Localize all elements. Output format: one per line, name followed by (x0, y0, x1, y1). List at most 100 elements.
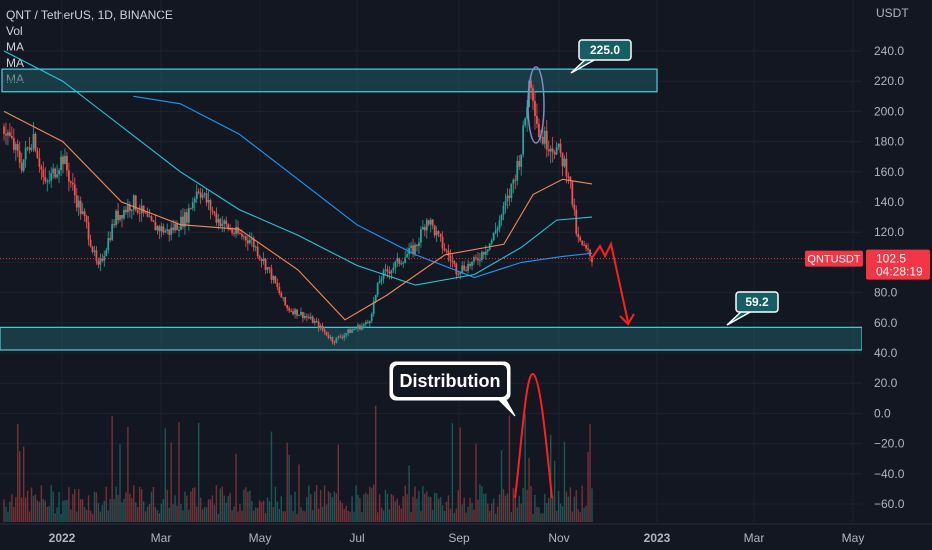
candle-body (69, 181, 72, 183)
symbol-tag (805, 250, 863, 267)
candle-body (327, 335, 330, 338)
symbol-title[interactable]: QNT / TetherUS, 1D, BINANCE (6, 8, 173, 22)
callout-label: 225.0 (590, 43, 620, 57)
candle-body (113, 224, 116, 226)
volume-bar (99, 511, 102, 522)
candle-body (128, 204, 131, 211)
volume-bar (510, 511, 513, 522)
volume-bar (258, 500, 261, 522)
volume-bar (268, 501, 271, 522)
volume-bar (528, 457, 530, 522)
candle-body (498, 220, 501, 229)
candle-body (75, 195, 78, 208)
candle-body (156, 226, 159, 231)
candle-body (144, 212, 147, 214)
volume-bar (24, 497, 27, 522)
indicator-vol[interactable]: Vol (6, 24, 23, 38)
volume-bar (540, 513, 542, 522)
callout-label: 59.2 (745, 295, 769, 309)
volume-bar (333, 491, 336, 522)
candle-body (390, 270, 393, 274)
volume-bar (445, 501, 448, 522)
volume-bar (28, 511, 31, 522)
candle-body (123, 209, 125, 219)
x-tick-label: Nov (548, 531, 569, 545)
candle-body (394, 261, 397, 268)
candle-body (553, 152, 556, 155)
volume-bar (201, 509, 204, 522)
volume-bar (146, 506, 149, 522)
candle-body (40, 166, 43, 170)
volume-bar (392, 495, 395, 522)
candle-body (508, 195, 511, 198)
candle-body (431, 219, 434, 226)
candle-body (303, 316, 306, 319)
volume-bar (168, 507, 170, 522)
candle-body (260, 258, 263, 262)
candle-body (565, 158, 568, 177)
volume-bar (282, 511, 284, 522)
volume-bar (422, 486, 424, 522)
candle-body (364, 322, 367, 325)
volume-bar (577, 509, 579, 522)
candle-body (343, 335, 346, 338)
volume-bar (172, 504, 174, 522)
volume-bar (235, 453, 237, 522)
volume-bar (197, 422, 200, 522)
volume-bar (85, 509, 88, 522)
volume-bar (182, 510, 184, 522)
volume-bar (432, 509, 434, 522)
candle-body (233, 232, 235, 234)
candle-body (386, 269, 389, 272)
volume-bar (260, 502, 263, 522)
volume-bar (296, 513, 298, 522)
candle-body (355, 328, 357, 330)
candle-body (526, 107, 529, 119)
candle-body (83, 211, 86, 217)
candle-body (516, 160, 519, 181)
volume-bar (408, 465, 410, 522)
volume-bar (188, 509, 190, 522)
volume-bar (437, 498, 440, 522)
volume-bar (382, 510, 385, 522)
candle-body (372, 301, 375, 315)
volume-bar (365, 492, 367, 522)
volume-bar (270, 431, 273, 522)
volume-bar (451, 423, 454, 522)
volume-bar (243, 489, 245, 522)
candle-body (402, 262, 405, 264)
candle-body (211, 210, 214, 212)
distribution-inner (393, 365, 507, 397)
volume-bar (481, 486, 483, 522)
price-tag (866, 249, 930, 280)
candle-body (471, 261, 473, 266)
candle-body (425, 220, 428, 231)
volume-bar (485, 493, 487, 522)
candle-body (366, 322, 369, 324)
volume-bar (565, 491, 568, 522)
volume-bar (280, 496, 282, 522)
volume-bar (117, 494, 119, 522)
candle-body (400, 263, 403, 265)
volume-bar (22, 446, 25, 522)
candle-body (288, 308, 291, 311)
candle-body (536, 116, 538, 124)
candle-body (241, 233, 243, 237)
candle-body (392, 267, 395, 271)
volume-bar (176, 505, 178, 522)
candle-body (427, 220, 430, 225)
candle-body (67, 170, 70, 182)
candle-body (420, 229, 422, 243)
volume-bar (589, 424, 591, 522)
candle-body (337, 336, 340, 338)
volume-bar (76, 511, 78, 522)
volume-bar (351, 496, 353, 522)
volume-bar (36, 500, 39, 522)
y-tick-label: 40.0 (874, 346, 898, 360)
volume-bar (38, 501, 41, 522)
volume-bar (148, 504, 151, 522)
volume-bar (404, 485, 406, 522)
volume-bar (487, 503, 489, 522)
y-tick-label: 80.0 (874, 286, 898, 300)
